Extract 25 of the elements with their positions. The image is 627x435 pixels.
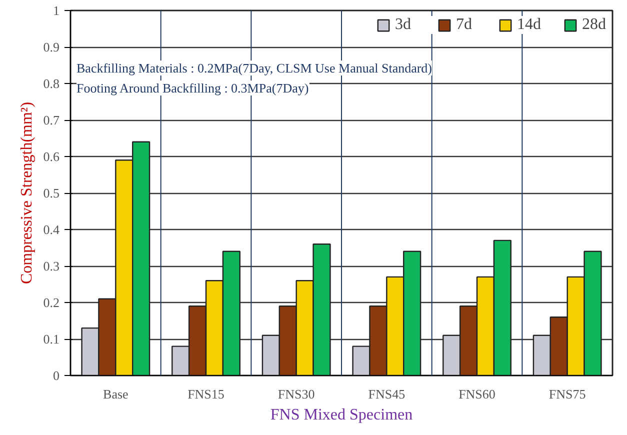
y-tick-label: 0 [53,368,60,383]
x-axis-title: FNS Mixed Specimen [270,406,413,424]
annotation: Backfilling Materials : 0.2MPa(7Day, CLSM Use Manual Standard) [76,60,432,76]
x-tick-label: FNS45 [368,386,406,402]
x-tick-label: Base [103,386,129,402]
y-tick-label: 1 [53,3,60,18]
y-tick-label: 0.8 [43,76,60,91]
y-axis-title: Compressive Strength(mm²) [18,102,36,284]
y-tick-label: 0.1 [43,332,60,346]
y-tick-label: 0.5 [43,186,60,200]
legend-label: 28d [582,16,606,34]
y-tick-label: 0.7 [43,112,60,128]
legend-label: 7d [456,16,473,34]
x-tick-label: FNS30 [278,386,315,402]
x-tick-label: FNS75 [548,386,586,402]
y-tick-label: 0.9 [43,40,60,54]
annotation: Footing Around Backfilling : 0.3MPa(7Day) [76,80,309,96]
legend-label: 14d [517,16,541,34]
x-tick-label: FNS60 [458,386,496,402]
y-tick-label: 0.4 [43,222,60,237]
x-tick-label: FNS15 [188,386,224,402]
y-tick-label: 0.2 [43,295,60,310]
y-tick-label: 0.3 [43,258,60,274]
legend-label: 3d [395,16,412,34]
y-tick-label: 0.6 [43,149,60,164]
